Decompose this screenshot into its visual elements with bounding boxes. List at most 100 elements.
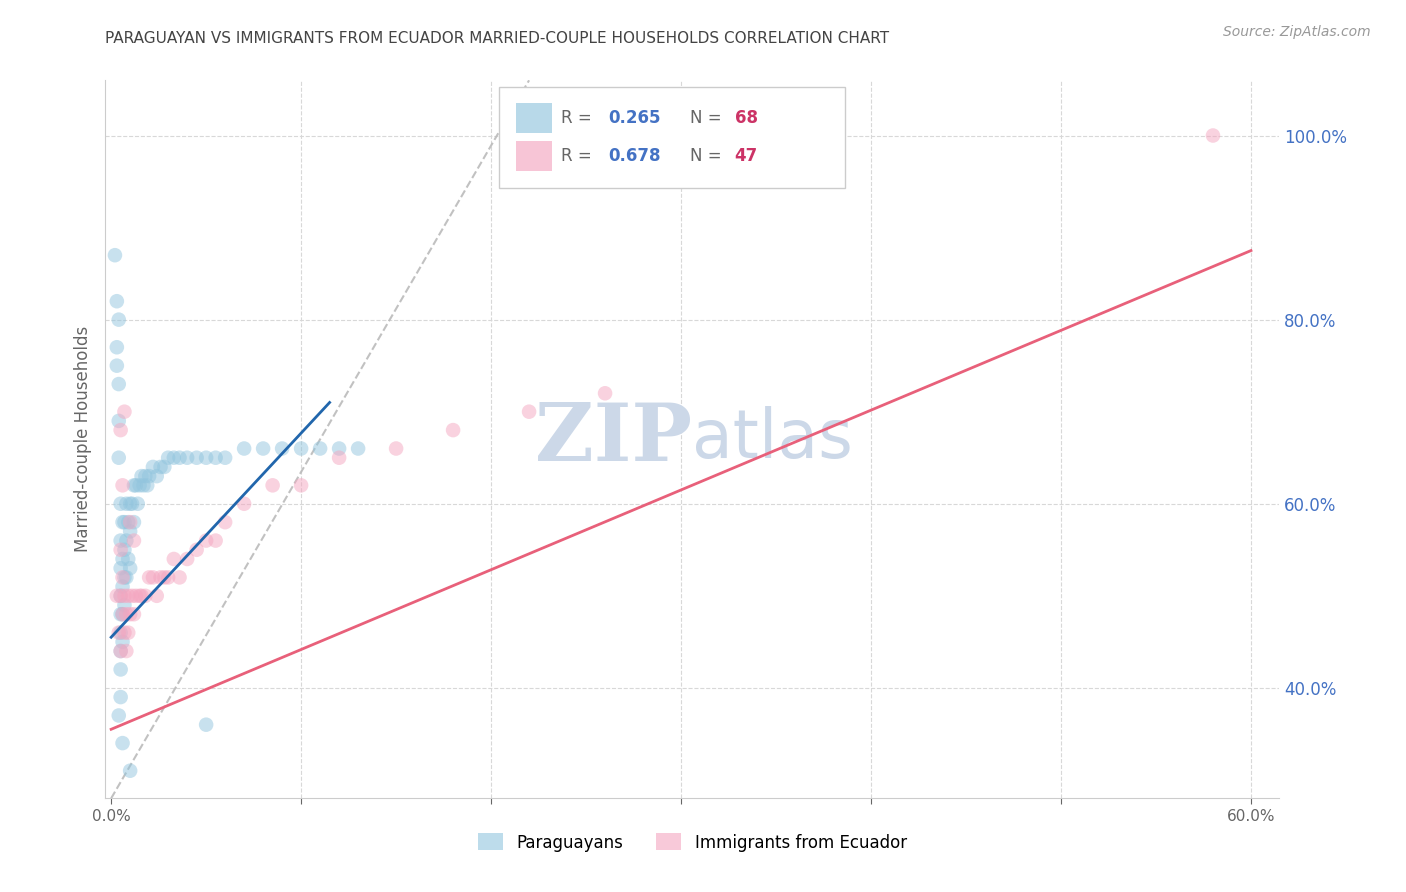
Point <box>176 450 198 465</box>
Point <box>328 442 350 456</box>
Point <box>115 607 138 622</box>
Point <box>169 570 191 584</box>
Point <box>121 589 143 603</box>
Point <box>186 450 208 465</box>
Point <box>115 497 138 511</box>
Point <box>110 625 132 640</box>
Point <box>117 515 139 529</box>
Point <box>290 442 312 456</box>
Point <box>110 644 132 658</box>
Text: R =: R = <box>561 109 598 127</box>
Point <box>252 442 274 456</box>
Point <box>111 478 134 492</box>
Point <box>111 607 134 622</box>
Text: 68: 68 <box>735 109 758 127</box>
Point <box>120 607 142 622</box>
Point <box>110 607 132 622</box>
Point <box>117 589 139 603</box>
Point <box>163 450 186 465</box>
Point <box>149 459 172 474</box>
Point <box>186 542 208 557</box>
Point <box>214 515 236 529</box>
Point <box>195 717 218 731</box>
Bar <box>516 103 551 133</box>
Point <box>107 377 129 392</box>
Point <box>114 515 136 529</box>
Point <box>163 552 186 566</box>
Point <box>110 542 132 557</box>
Text: 47: 47 <box>735 147 758 165</box>
Text: ZIP: ZIP <box>536 401 692 478</box>
Point <box>111 635 134 649</box>
Text: N =: N = <box>690 109 727 127</box>
Point <box>176 552 198 566</box>
Point <box>110 561 132 575</box>
Point <box>385 442 408 456</box>
Point <box>1202 128 1225 143</box>
Point <box>110 423 132 437</box>
Point <box>105 294 128 309</box>
Point <box>441 423 464 437</box>
Point <box>233 497 256 511</box>
Bar <box>516 141 551 171</box>
Point <box>107 708 129 723</box>
Point <box>114 405 136 419</box>
Point <box>105 359 128 373</box>
Point <box>593 386 616 401</box>
Point <box>120 515 142 529</box>
Point <box>125 478 148 492</box>
Point <box>309 442 332 456</box>
Point <box>110 690 132 704</box>
Point <box>120 497 142 511</box>
Point <box>136 478 159 492</box>
Point <box>110 533 132 548</box>
Point <box>117 625 139 640</box>
Point <box>262 478 284 492</box>
Point <box>122 607 145 622</box>
Text: Source: ZipAtlas.com: Source: ZipAtlas.com <box>1223 25 1371 39</box>
Point <box>120 561 142 575</box>
Point <box>131 469 153 483</box>
Point <box>195 533 218 548</box>
Text: 0.265: 0.265 <box>607 109 661 127</box>
Point <box>127 497 149 511</box>
Point <box>142 459 165 474</box>
Point <box>111 736 134 750</box>
Point <box>107 450 129 465</box>
Point <box>153 459 176 474</box>
Point <box>110 497 132 511</box>
Point <box>134 589 156 603</box>
Point <box>122 515 145 529</box>
Point <box>114 589 136 603</box>
Point <box>114 570 136 584</box>
Y-axis label: Married-couple Households: Married-couple Households <box>73 326 91 552</box>
Point <box>517 405 540 419</box>
Point <box>153 570 176 584</box>
Point <box>169 450 191 465</box>
Point <box>120 764 142 778</box>
Point <box>110 663 132 677</box>
Point <box>117 552 139 566</box>
Point <box>157 450 180 465</box>
Point <box>111 515 134 529</box>
Point <box>120 524 142 539</box>
Point <box>115 533 138 548</box>
Point <box>114 542 136 557</box>
Point <box>107 414 129 428</box>
Point <box>128 589 150 603</box>
Point <box>195 450 218 465</box>
Point <box>111 607 134 622</box>
Point <box>134 469 156 483</box>
Point <box>105 340 128 354</box>
Point <box>105 589 128 603</box>
Point <box>125 589 148 603</box>
Text: 0.678: 0.678 <box>607 147 661 165</box>
Text: atlas: atlas <box>692 407 853 472</box>
Point <box>328 450 350 465</box>
Text: N =: N = <box>690 147 727 165</box>
Point <box>110 644 132 658</box>
Point <box>111 552 134 566</box>
Point <box>271 442 294 456</box>
Point <box>138 469 160 483</box>
Point <box>110 589 132 603</box>
